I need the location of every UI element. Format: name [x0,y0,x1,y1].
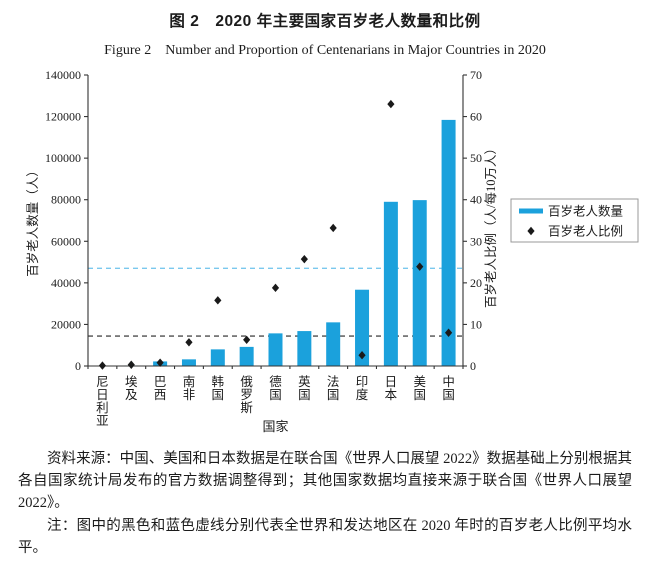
left-axis-tick-label: 100000 [45,151,81,165]
bar-南非 [181,359,196,366]
x-label-尼日利亚: 尼日利亚 [96,375,109,428]
legend-label-proportion: 百岁老人比例 [548,224,623,239]
right-axis-tick-label: 0 [470,359,476,373]
legend-box [510,198,639,243]
x-label-韩国: 韩国 [212,374,225,402]
x-label-印度: 印度 [356,375,369,402]
x-label-巴西: 巴西 [154,375,167,402]
left-axis-title: 百岁老人数量（人） [25,164,40,277]
right-axis-tick-label: 50 [470,151,482,165]
marker-法国 [329,223,337,233]
right-axis-tick-label: 70 [470,68,482,82]
bar-德国 [268,333,283,366]
bar-法国 [326,322,341,366]
marker-南非 [185,338,193,347]
x-label-俄罗斯: 俄罗斯 [240,375,253,415]
left-axis-tick-label: 140000 [45,68,81,82]
left-axis-tick-label: 80000 [51,193,81,207]
left-axis-tick-label: 120000 [45,110,81,124]
right-axis-tick-label: 40 [470,193,482,207]
bar-俄罗斯 [239,346,254,366]
x-label-美国: 美国 [413,375,426,402]
x-label-南非: 南非 [183,374,196,402]
right-axis-title: 百岁老人比例（人/每10万人） [483,142,498,308]
x-label-英国: 英国 [298,375,311,402]
marker-中国 [444,328,453,337]
right-axis-tick-label: 30 [470,234,482,248]
x-label-埃及: 埃及 [125,375,138,402]
left-axis-tick-label: 0 [75,359,81,373]
left-axis-tick-label: 40000 [51,276,81,290]
left-axis-tick-label: 20000 [51,317,81,331]
bar-印度 [355,289,370,366]
right-axis-tick-label: 60 [470,110,482,124]
x-axis-title: 国家 [262,419,288,434]
marker-俄罗斯 [243,335,251,345]
centenarians-chart: 0 20000 40000 60000 80000 100000 120000 140000 0… [0,61,650,447]
bar-日本 [383,201,398,366]
marker-埃及 [127,360,135,369]
figure-note: 注：图中的黑色和蓝色虚线分别代表全世界和发达地区在 2020 年时的百岁老人比例… [18,518,632,556]
marker-德国 [271,283,280,293]
marker-英国 [300,254,308,264]
bar-英国 [297,331,312,366]
right-axis-tick-label: 20 [470,276,482,290]
marker-巴西 [156,358,164,367]
legend-diamond-swatch [527,226,535,236]
chart-canvas: 0 20000 40000 60000 80000 100000 120000 140000 0… [25,68,639,434]
legend-label-count: 百岁老人数量 [548,204,623,219]
source-note: 资料来源：中国、美国和日本数据是在联合国《世界人口展望 2022》数据基础上分别… [18,451,632,511]
x-label-日本: 日本 [385,375,398,402]
marker-尼日利亚 [98,361,107,370]
bar-中国 [441,119,456,366]
marker-美国 [416,262,424,271]
x-label-中国: 中国 [442,374,455,402]
marker-印度 [358,350,366,360]
right-axis-tick-label: 10 [470,317,482,331]
marker-日本 [387,99,395,109]
bar-韩国 [210,349,225,366]
left-axis-tick-label: 60000 [51,234,81,248]
x-label-法国: 法国 [327,375,340,402]
figure-title-en: Figure 2 Number and Proportion of Centen… [104,43,546,58]
figure-title-zh: 图 2 2020 年主要国家百岁老人数量和比例 [169,13,481,30]
marker-韩国 [214,296,222,305]
bar-美国 [412,200,427,366]
x-label-德国: 德国 [269,374,282,402]
